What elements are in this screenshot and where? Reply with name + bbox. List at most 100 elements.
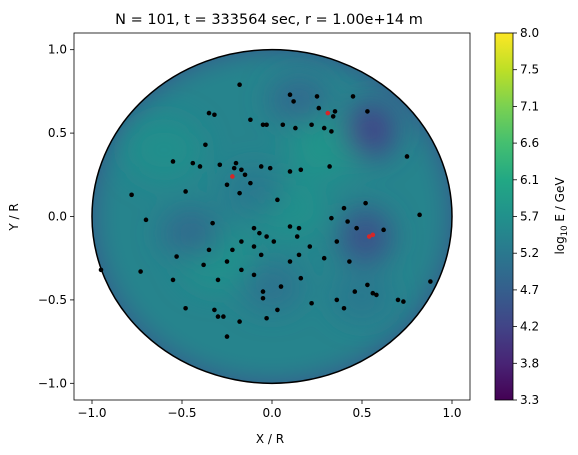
colorbar-tick-label: 6.1: [520, 173, 539, 187]
colorbar-tick-label: 7.1: [520, 99, 539, 113]
colorbar-tick-label: 6.6: [520, 136, 539, 150]
field-blobs: [126, 75, 397, 321]
field-low-region: [345, 101, 397, 158]
particle-point: [275, 307, 280, 313]
particle-point: [294, 234, 300, 239]
particle-point: [287, 259, 293, 264]
particle-point: [354, 225, 359, 231]
particle-point: [231, 165, 237, 171]
energy-field: [92, 49, 452, 384]
particle-point: [260, 289, 266, 294]
particle-point: [264, 234, 269, 239]
particle-point: [264, 122, 269, 128]
particle-point: [296, 252, 302, 258]
colorbar-label-prefix: log: [553, 236, 567, 254]
colorbar-tick-label: 7.5: [520, 63, 539, 77]
particle-point: [287, 169, 293, 174]
particle-points: [98, 82, 433, 339]
colorbar-label-subscript: 10: [560, 225, 570, 236]
particle-point: [215, 314, 221, 319]
chart-title: N = 101, t = 333564 sec, r = 1.00e+14 m: [115, 12, 423, 28]
particle-point: [321, 125, 327, 131]
particle-point: [257, 230, 262, 236]
particle-point: [251, 225, 257, 231]
particle-point: [206, 110, 212, 116]
colorbar-tick-label: 5.2: [520, 246, 539, 260]
y-tick-label: 1.0: [48, 43, 67, 57]
particle-point: [287, 224, 293, 229]
particle-point: [138, 269, 143, 274]
particle-point: [374, 292, 379, 298]
particle-point: [224, 182, 230, 188]
particle-point: [212, 112, 217, 118]
particle-point: [330, 114, 336, 119]
particle-point: [183, 305, 188, 311]
particle-point: [345, 219, 350, 224]
colorbar-tick-label: 4.7: [520, 283, 539, 297]
particle-point: [350, 94, 356, 99]
particle-point: [143, 217, 149, 223]
particle-point: [298, 275, 304, 281]
particle-point: [341, 205, 347, 211]
particle-point: [329, 215, 334, 221]
particle-point: [428, 279, 433, 284]
particle-point: [217, 162, 223, 168]
particle-point: [239, 239, 244, 244]
particle-point: [170, 277, 176, 283]
particle-point: [327, 164, 332, 169]
particle-point-highlight: [370, 232, 376, 238]
x-tick-label: 1.0: [442, 406, 461, 420]
particle-point: [212, 307, 217, 313]
particle-point: [98, 267, 104, 273]
particle-point: [129, 192, 134, 198]
field-high-region: [126, 117, 202, 182]
particle-point: [314, 94, 320, 99]
particle-point: [363, 200, 368, 206]
field-low-region: [269, 75, 329, 124]
colorbar-label: log10 E / GeV: [553, 177, 570, 255]
particle-point: [203, 142, 208, 148]
particle-point: [242, 172, 248, 178]
particle-point: [183, 189, 188, 194]
particle-point: [381, 227, 386, 233]
particle-point: [278, 284, 284, 289]
particle-point-highlight: [230, 174, 235, 179]
x-axis-ticks: −1.0 −0.5 0.0 0.5 1.0: [77, 400, 462, 420]
particle-point: [224, 259, 230, 264]
colorbar-tick-label: 5.7: [520, 210, 539, 224]
particle-point: [287, 92, 293, 98]
colorbar-tick-label: 8.0: [520, 26, 539, 40]
particle-point: [395, 297, 401, 303]
colorbar-label-suffix: E / GeV: [553, 177, 567, 226]
particle-point: [237, 190, 242, 196]
particle-point: [248, 117, 253, 123]
particle-point: [417, 212, 422, 218]
particle-point: [291, 99, 296, 104]
particle-point: [201, 262, 206, 268]
particle-point: [267, 165, 273, 171]
particle-point-highlight: [325, 110, 331, 116]
colorbar-gradient: [494, 32, 514, 401]
particle-point: [309, 300, 314, 306]
particle-point: [275, 197, 280, 203]
particle-point: [197, 164, 203, 169]
colorbar: 3.3 3.8 4.2 4.7 5.2 5.7 6.1 6.6 7.1 7.5 8.0: [494, 26, 539, 407]
field-low-region: [339, 208, 392, 265]
colorbar-tick-label: 3.3: [520, 393, 539, 407]
particle-point: [334, 239, 340, 244]
x-tick-label: −1.0: [77, 406, 106, 420]
particle-point: [258, 164, 264, 169]
particle-point: [404, 154, 410, 159]
particle-point: [365, 282, 370, 288]
particle-point: [221, 314, 226, 319]
particle-point: [332, 109, 338, 114]
particle-point: [370, 290, 376, 296]
particle-point: [248, 180, 253, 186]
colorbar-ticks: 3.3 3.8 4.2 4.7 5.2 5.7 6.1 6.6 7.1 7.5 8.0: [513, 26, 539, 407]
particle-point: [309, 122, 314, 128]
field-low-region: [161, 209, 221, 258]
particle-point: [334, 297, 340, 303]
particle-point: [190, 160, 196, 166]
field-low-region: [224, 167, 284, 216]
